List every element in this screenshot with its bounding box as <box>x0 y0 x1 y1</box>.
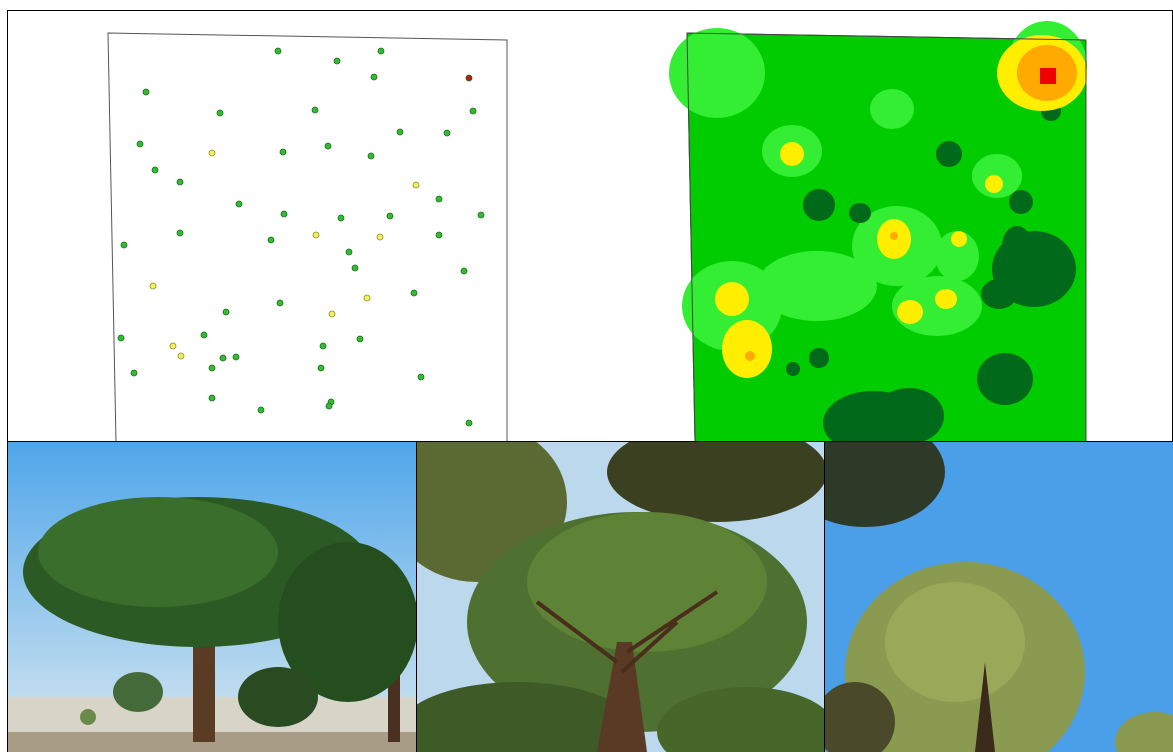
sample-point-yellow <box>208 149 216 157</box>
sample-point-green <box>232 353 240 361</box>
sample-point-green <box>222 308 230 316</box>
interpolated-contour-map <box>669 21 1087 441</box>
contour-map-panel <box>587 10 1173 441</box>
sample-point-green <box>176 178 184 186</box>
sample-point-green <box>443 129 451 137</box>
sample-point-green <box>235 200 243 208</box>
sample-point-green <box>367 152 375 160</box>
sample-point-green <box>333 57 341 65</box>
photo-stone-pine-tree <box>7 442 417 752</box>
sample-point-green <box>216 109 224 117</box>
sample-point-green <box>410 289 418 297</box>
sample-point-green <box>325 402 333 410</box>
sample-point-green <box>386 212 394 220</box>
light-green-zones <box>669 21 1087 351</box>
sample-point-green <box>435 231 443 239</box>
sample-point-green <box>208 394 216 402</box>
dark-green-zones <box>786 101 1076 441</box>
sample-point-green <box>117 334 125 342</box>
sample-point-green <box>276 299 284 307</box>
sample-point-green <box>396 128 404 136</box>
sample-point-green <box>176 229 184 237</box>
sample-point-green <box>257 406 265 414</box>
sample-point-green <box>280 210 288 218</box>
sample-point-green <box>130 369 138 377</box>
sample-point-green <box>324 142 332 150</box>
point-distribution-panel <box>7 10 588 441</box>
sample-point-green <box>142 88 150 96</box>
sample-point-green <box>417 373 425 381</box>
sample-point-yellow <box>149 282 157 290</box>
sample-point-green <box>465 419 473 427</box>
sample-point-green <box>460 267 468 275</box>
photo-pine-crowns-against-sky <box>825 442 1173 752</box>
sample-point-green <box>435 195 443 203</box>
photo-pine-canopy-from-below <box>417 442 825 752</box>
sample-point-green <box>151 166 159 174</box>
sample-point-yellow <box>412 181 420 189</box>
sample-point-green <box>477 211 485 219</box>
sample-point-green <box>319 342 327 350</box>
sample-point-green <box>337 214 345 222</box>
sample-point-green <box>120 241 128 249</box>
sample-point-green <box>317 364 325 372</box>
sample-point-green <box>351 264 359 272</box>
sample-point-green <box>345 248 353 256</box>
sample-point-green <box>469 107 477 115</box>
sample-point-yellow <box>312 231 320 239</box>
sample-point-green <box>377 47 385 55</box>
sample-point-green <box>136 140 144 148</box>
map-border <box>686 32 1087 441</box>
sample-point-yellow <box>169 342 177 350</box>
plot-boundary <box>107 32 508 441</box>
red-hotspot <box>1040 68 1056 84</box>
sample-point-yellow <box>328 310 336 318</box>
sample-point-green <box>356 335 364 343</box>
sample-point-green <box>274 47 282 55</box>
sample-point-green <box>279 148 287 156</box>
photo-strip <box>7 441 1173 752</box>
sample-point-green <box>267 236 275 244</box>
sample-point-red <box>465 74 473 82</box>
sample-point-yellow <box>363 294 371 302</box>
sample-point-green <box>311 106 319 114</box>
sample-point-yellow <box>177 352 185 360</box>
sample-point-yellow <box>376 233 384 241</box>
sample-point-green <box>208 364 216 372</box>
sample-point-green <box>200 331 208 339</box>
point-distribution-map <box>107 32 508 441</box>
sample-point-green <box>219 354 227 362</box>
sample-point-green <box>370 73 378 81</box>
